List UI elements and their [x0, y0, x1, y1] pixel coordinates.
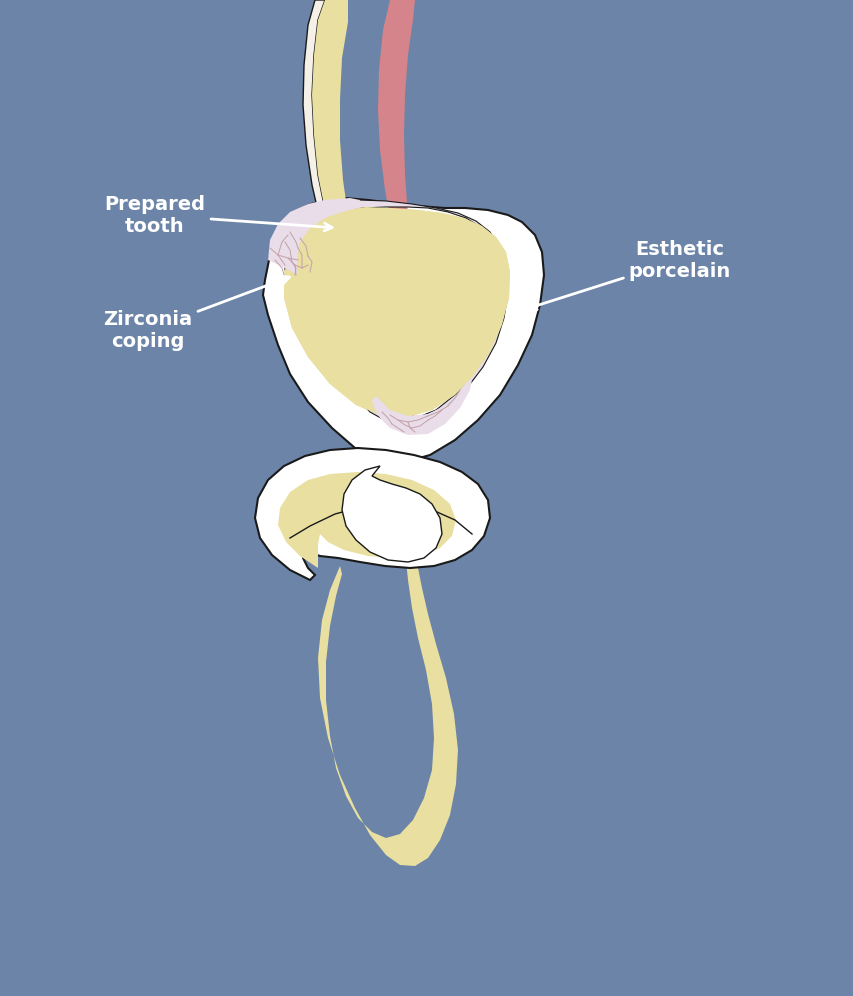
Text: Zirconia
coping: Zirconia coping: [103, 276, 289, 351]
Polygon shape: [263, 198, 543, 462]
Polygon shape: [317, 558, 457, 866]
Polygon shape: [268, 198, 360, 275]
Polygon shape: [284, 207, 509, 417]
Polygon shape: [341, 466, 442, 562]
Polygon shape: [378, 0, 416, 430]
Polygon shape: [285, 200, 508, 424]
Text: Esthetic
porcelain: Esthetic porcelain: [528, 239, 730, 310]
Polygon shape: [302, 558, 467, 866]
Polygon shape: [284, 207, 509, 417]
Polygon shape: [255, 448, 490, 580]
Polygon shape: [372, 380, 472, 435]
Polygon shape: [303, 0, 357, 278]
Text: Prepared
tooth: Prepared tooth: [104, 194, 332, 235]
Polygon shape: [311, 0, 368, 278]
Polygon shape: [278, 472, 456, 568]
